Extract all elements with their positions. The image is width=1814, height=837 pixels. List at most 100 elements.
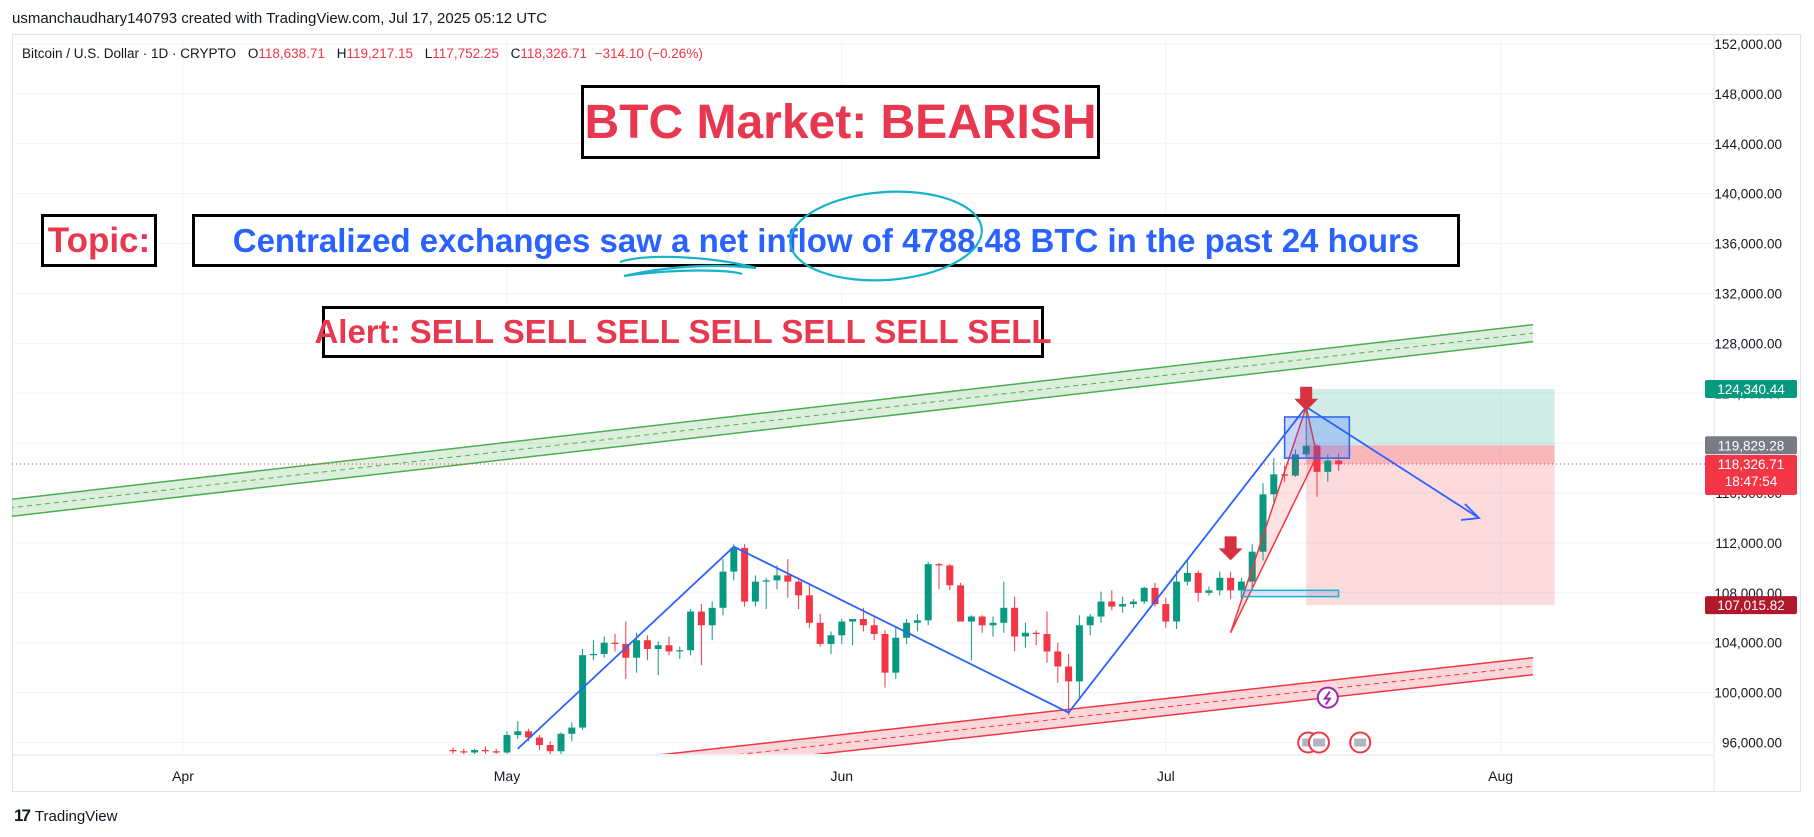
lower-channel-top xyxy=(660,656,1534,754)
candle-body xyxy=(503,735,511,753)
upper-channel-top xyxy=(12,323,1534,500)
stop-tag-text: 107,015.82 xyxy=(1717,598,1785,613)
chart-credit: usmanchaudhary140793 created with Tradin… xyxy=(12,10,548,27)
candle xyxy=(946,564,954,591)
candle-body xyxy=(643,640,651,649)
candle-body xyxy=(773,575,781,581)
candle xyxy=(1324,454,1332,482)
open-value: 118,638.71 xyxy=(258,46,325,61)
candle xyxy=(1335,453,1343,471)
high-value: 119,217.15 xyxy=(346,46,414,61)
candle xyxy=(1302,403,1310,457)
title-annotation[interactable]: BTC Market: BEARISH xyxy=(581,85,1100,159)
candle-body xyxy=(557,733,565,752)
candle-body xyxy=(1097,601,1105,617)
candle xyxy=(1119,596,1127,613)
candle-body xyxy=(816,622,824,644)
candle-body xyxy=(870,625,878,635)
support-box xyxy=(1240,589,1340,598)
down-arrow-icon xyxy=(1218,536,1243,561)
candle xyxy=(579,648,587,731)
candle xyxy=(449,747,457,754)
candle-body xyxy=(1216,577,1224,591)
candle-body xyxy=(1270,474,1278,495)
open-label: O xyxy=(247,46,259,61)
chart-frame xyxy=(12,34,1801,792)
candle-body xyxy=(1043,634,1051,652)
candle xyxy=(643,635,651,661)
candle xyxy=(535,735,543,751)
candle-body xyxy=(525,731,533,738)
candle xyxy=(881,630,889,688)
candle xyxy=(676,646,684,659)
candle-body xyxy=(1054,651,1062,667)
candle xyxy=(568,722,576,742)
candle-body xyxy=(1227,577,1235,591)
candle-body xyxy=(784,575,792,582)
candle-body xyxy=(1281,474,1289,476)
candle-body xyxy=(859,619,867,626)
lower-channel-bottom xyxy=(813,673,1534,754)
candle xyxy=(741,544,749,607)
candle xyxy=(805,582,813,628)
candle xyxy=(719,559,727,616)
candle xyxy=(1000,581,1008,633)
candle-body xyxy=(449,750,457,752)
close-value: 118,326.71 xyxy=(520,46,587,61)
candle-body xyxy=(492,751,500,753)
alert-annotation[interactable]: Alert: SELL SELL SELL SELL SELL SELL SEL… xyxy=(314,306,1052,358)
close-label: C xyxy=(510,46,521,61)
y-tick-label: 140,000.00 xyxy=(1714,187,1782,202)
candle-body xyxy=(935,564,943,566)
candle-body xyxy=(1173,581,1181,622)
candle-body xyxy=(546,745,554,752)
candle xyxy=(849,619,857,646)
candle-body xyxy=(708,607,716,626)
candlesticks xyxy=(449,403,1343,754)
x-tick-label: Jun xyxy=(831,768,854,784)
candle xyxy=(633,632,641,673)
lower-channel-mid xyxy=(739,665,1534,754)
badge-fill xyxy=(1354,738,1367,747)
candle-body xyxy=(751,581,759,602)
candle xyxy=(1054,642,1062,683)
headline-annotation[interactable]: Centralized exchanges saw a net inflow o… xyxy=(192,214,1460,267)
loss-zone xyxy=(1306,445,1555,606)
y-tick-label: 128,000.00 xyxy=(1714,336,1782,351)
candle xyxy=(1270,458,1278,502)
candle-body xyxy=(687,611,695,651)
y-tick-label: 112,000.00 xyxy=(1715,536,1782,551)
candle xyxy=(1291,449,1299,477)
candle-body xyxy=(481,750,489,752)
candle-body xyxy=(946,565,954,586)
badge-fill xyxy=(1313,738,1325,747)
last-price-tag-bg xyxy=(1705,455,1797,496)
candle xyxy=(1129,599,1137,608)
tradingview-logo[interactable]: 17 TradingView xyxy=(14,806,117,826)
target-tag-text: 124,340.44 xyxy=(1717,382,1785,397)
topic-annotation[interactable]: Topic: xyxy=(41,214,157,267)
candle-body xyxy=(600,642,608,654)
time-axis: Apr May Jun Jul Aug xyxy=(12,754,1714,784)
candle-body xyxy=(989,622,997,626)
candle xyxy=(546,741,554,754)
candle-body xyxy=(1259,494,1267,552)
y-tick-label: 136,000.00 xyxy=(1714,237,1782,252)
low-value: 117,752.25 xyxy=(432,46,499,61)
candle-body xyxy=(665,645,673,652)
candle xyxy=(1205,586,1213,596)
tradingview-icon: 17 xyxy=(14,806,31,825)
candle xyxy=(557,732,565,754)
candle xyxy=(870,617,878,641)
candle xyxy=(1021,622,1029,648)
y-gridlines xyxy=(12,43,1714,744)
candle xyxy=(460,748,468,754)
candle xyxy=(589,640,597,661)
candle xyxy=(1043,611,1051,663)
candle xyxy=(762,577,770,610)
candle-body xyxy=(719,571,727,608)
y-tick-label: 96,000.00 xyxy=(1722,736,1782,751)
entry-tag-bg xyxy=(1705,436,1797,455)
